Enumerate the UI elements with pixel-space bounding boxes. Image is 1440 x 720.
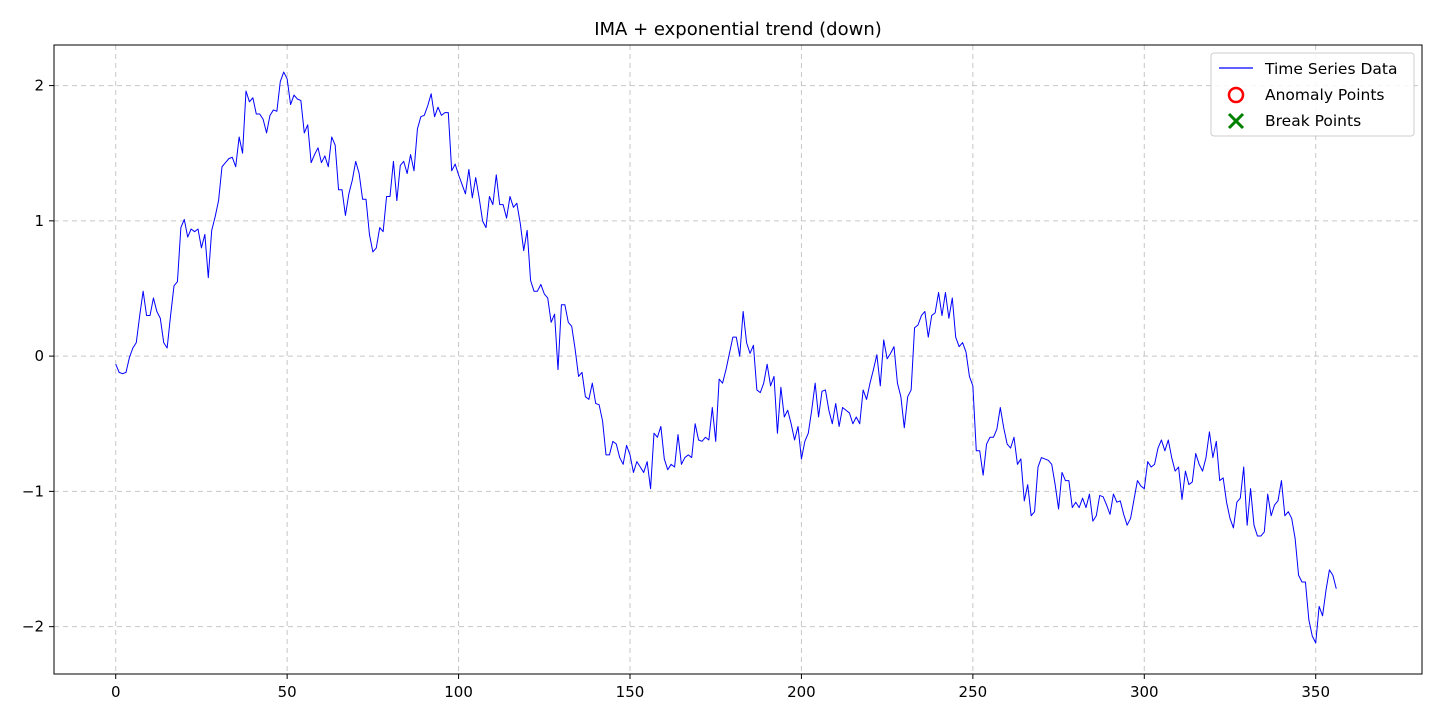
series-layer <box>115 71 1337 644</box>
y-tick-label: 0 <box>34 347 44 365</box>
x-tick-label: 50 <box>278 683 297 701</box>
x-axis: 0 50 100 150 200 250 300 350 <box>111 674 1330 701</box>
y-tick-label: 2 <box>34 77 44 95</box>
x-tick-label: 250 <box>959 683 988 701</box>
x-tick-label: 150 <box>616 683 645 701</box>
y-tick-label: −2 <box>22 618 44 636</box>
legend-label-time-series: Time Series Data <box>1264 60 1397 78</box>
series-line <box>115 71 1337 644</box>
legend-label-break: Break Points <box>1265 112 1361 130</box>
legend: Time Series Data Anomaly Points Break Po… <box>1210 52 1415 137</box>
x-tick-label: 350 <box>1301 683 1330 701</box>
plot-frame <box>53 44 1423 675</box>
x-tick-label: 200 <box>787 683 816 701</box>
x-tick-label: 0 <box>111 683 121 701</box>
chart-title: IMA + exponential trend (down) <box>594 19 882 40</box>
y-tick-label: 1 <box>34 212 44 230</box>
y-tick-label: −1 <box>22 482 44 500</box>
legend-label-anomaly: Anomaly Points <box>1265 86 1384 104</box>
legend-box <box>1210 52 1415 137</box>
x-tick-label: 300 <box>1130 683 1159 701</box>
grid <box>54 45 1422 674</box>
legend-x-marker <box>1227 112 1245 130</box>
x-tick-label: 100 <box>444 683 473 701</box>
y-axis: −2 −1 0 1 2 <box>22 77 54 636</box>
legend-circle-marker <box>1227 86 1245 104</box>
